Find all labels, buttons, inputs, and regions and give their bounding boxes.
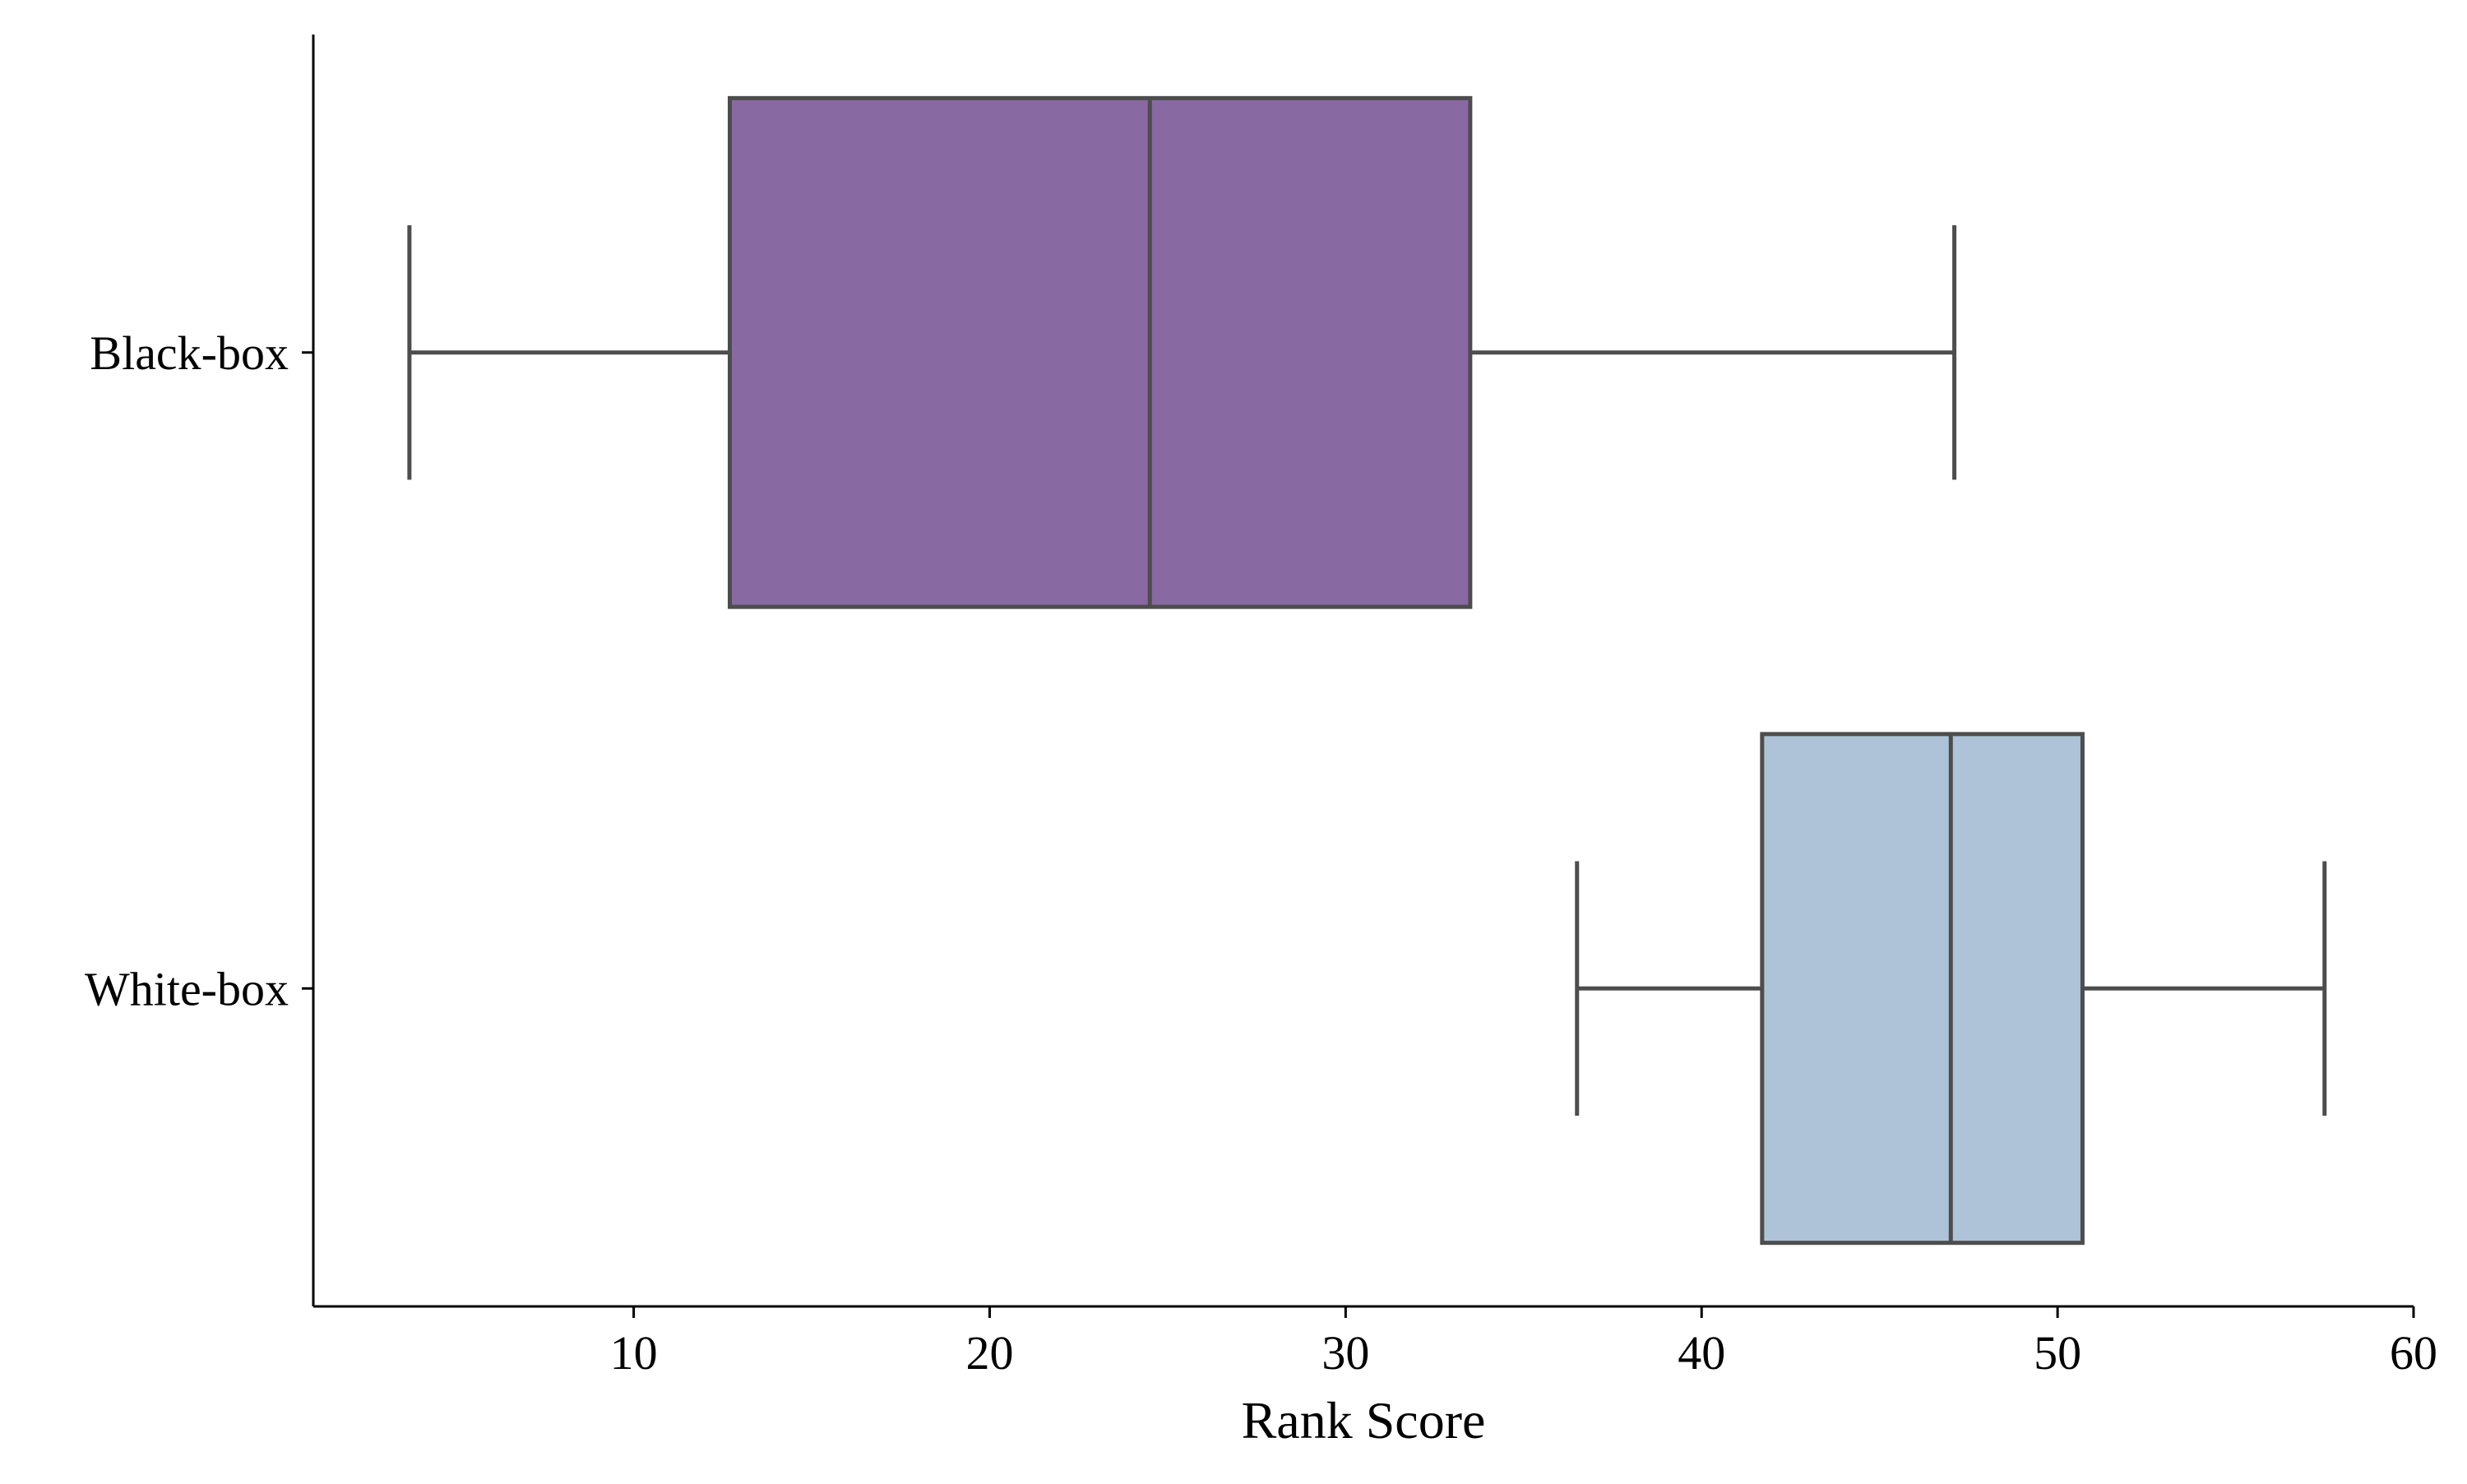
iqr-box <box>1760 732 2085 1246</box>
x-tick-label: 10 <box>610 1326 658 1380</box>
x-tick-label: 60 <box>2390 1326 2437 1380</box>
ticks-layer: 10 20 30 40 50 60 Black-box White-box <box>85 326 2437 1380</box>
y-tick-label: White-box <box>85 962 289 1015</box>
y-tick-label: Black-box <box>90 326 289 380</box>
x-tick-label: 30 <box>1321 1326 1369 1380</box>
boxes-layer <box>407 95 2327 1246</box>
box-group-white-box <box>1575 732 2327 1246</box>
x-tick-label: 20 <box>965 1326 1013 1380</box>
box-group-black-box <box>407 95 1957 609</box>
x-axis-title: Rank Score <box>1242 1391 1486 1449</box>
x-tick-label: 50 <box>2034 1326 2081 1380</box>
x-tick-label: 40 <box>1678 1326 1725 1380</box>
axes-layer <box>312 35 2414 1308</box>
iqr-box <box>727 95 1473 609</box>
